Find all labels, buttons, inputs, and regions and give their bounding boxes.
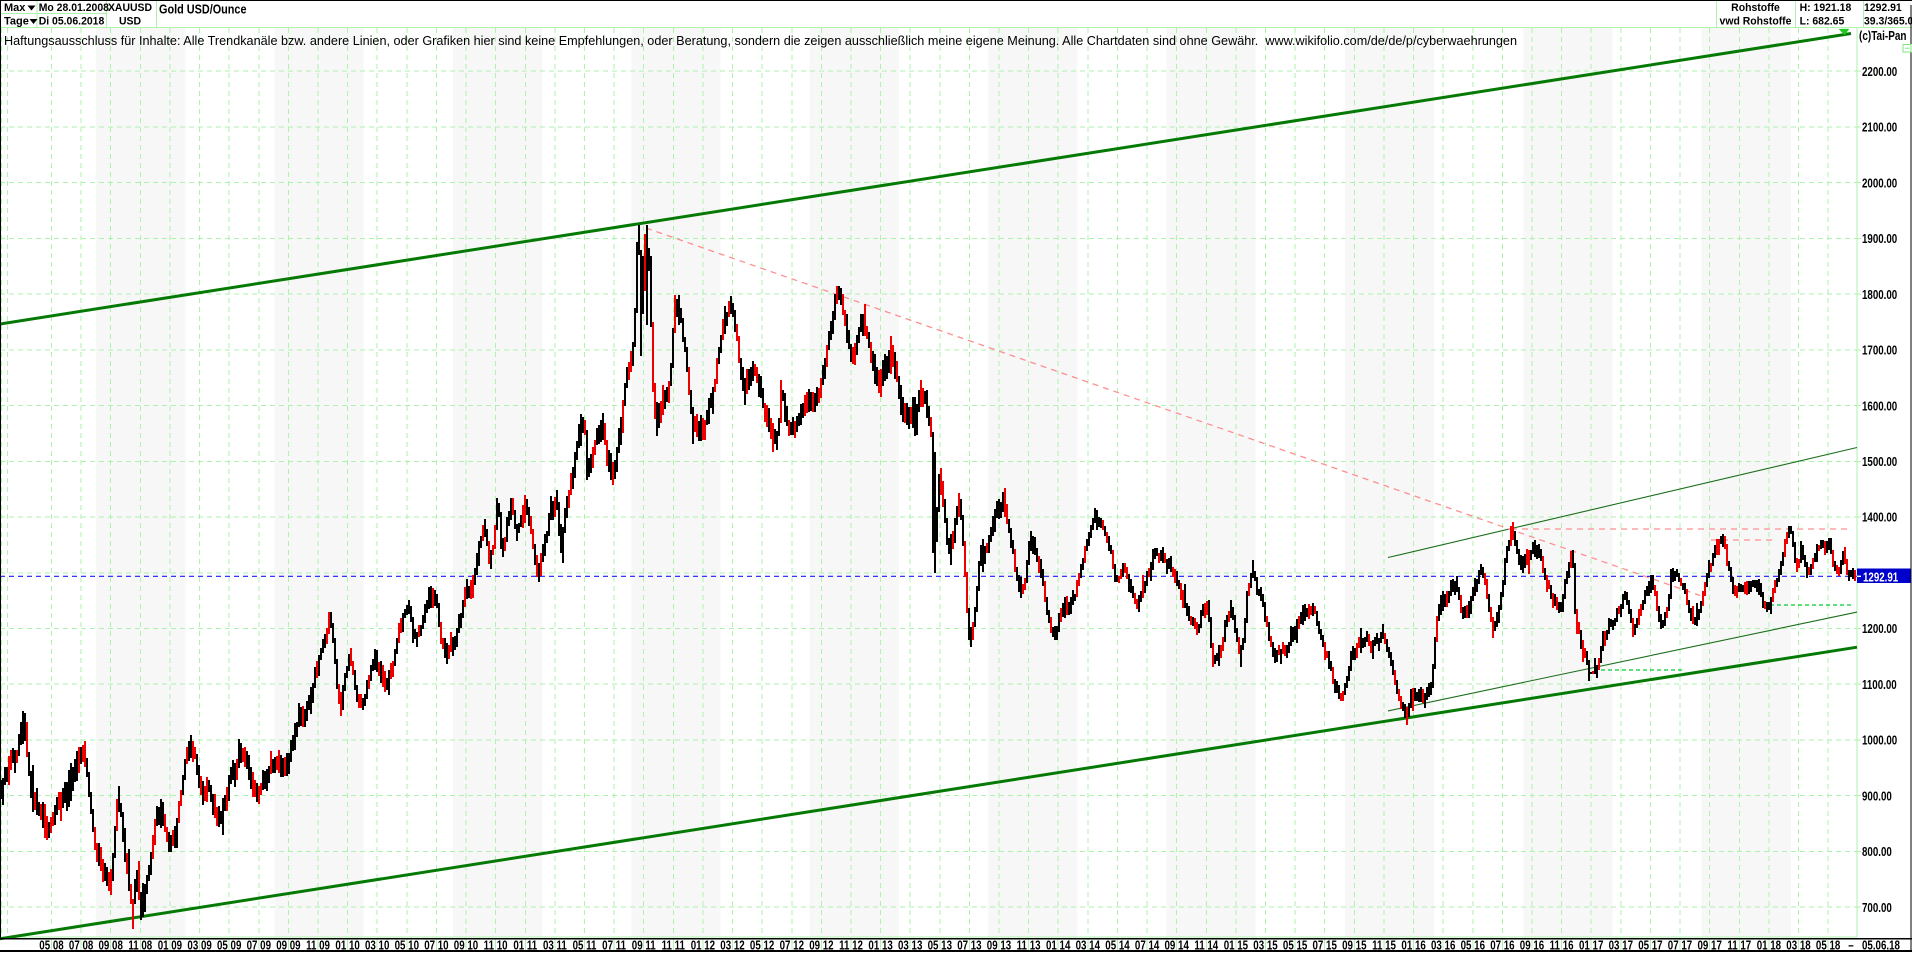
svg-text:01 09: 01 09 [158, 939, 182, 952]
svg-text:11 17: 11 17 [1727, 939, 1751, 952]
svg-text:05 12: 05 12 [750, 939, 774, 952]
svg-text:09 15: 09 15 [1342, 939, 1367, 952]
svg-text:1400.00: 1400.00 [1862, 512, 1897, 526]
svg-text:05 14: 05 14 [1105, 939, 1130, 952]
svg-text:05 13: 05 13 [928, 939, 952, 952]
svg-text:1292.91: 1292.91 [1863, 571, 1899, 585]
svg-text:07 08: 07 08 [69, 939, 94, 952]
svg-text:39.3/365.0: 39.3/365.0 [1864, 15, 1912, 27]
svg-text:Tage: Tage [4, 15, 29, 27]
svg-text:05.06.18: 05.06.18 [1862, 939, 1900, 952]
svg-text:H: 1921.18: H: 1921.18 [1800, 2, 1852, 14]
svg-text:07 12: 07 12 [780, 939, 804, 952]
svg-text:2100.00: 2100.00 [1862, 121, 1897, 135]
svg-text:09 17: 09 17 [1698, 939, 1722, 952]
svg-text:01 11: 01 11 [513, 939, 537, 952]
svg-text:05 09: 05 09 [217, 939, 241, 952]
svg-text:07 09: 07 09 [247, 939, 271, 952]
svg-text:11 12: 11 12 [839, 939, 863, 952]
svg-text:03 17: 03 17 [1609, 939, 1633, 952]
svg-text:Mo 28.01.2008: Mo 28.01.2008 [39, 2, 109, 14]
svg-text:01 16: 01 16 [1401, 939, 1425, 952]
svg-text:05 18: 05 18 [1816, 939, 1841, 952]
svg-text:09 14: 09 14 [1165, 939, 1190, 952]
svg-text:1500.00: 1500.00 [1862, 456, 1897, 470]
svg-text:05 17: 05 17 [1638, 939, 1662, 952]
svg-text:11 11: 11 11 [662, 939, 686, 952]
svg-text:Max: Max [4, 2, 26, 14]
svg-text:03 12: 03 12 [720, 939, 744, 952]
svg-text:01 12: 01 12 [691, 939, 715, 952]
svg-text:03 10: 03 10 [365, 939, 389, 952]
svg-text:07 13: 07 13 [957, 939, 981, 952]
svg-text:L: 682.65: L: 682.65 [1800, 15, 1845, 27]
svg-text:09 13: 09 13 [987, 939, 1011, 952]
svg-text:01 10: 01 10 [335, 939, 359, 952]
svg-text:03 14: 03 14 [1076, 939, 1101, 952]
svg-text:11 10: 11 10 [484, 939, 508, 952]
svg-text:vwd Rohstoffe: vwd Rohstoffe [1720, 15, 1792, 27]
svg-text:1900.00: 1900.00 [1862, 233, 1897, 247]
svg-text:09 09: 09 09 [276, 939, 300, 952]
svg-text:05 16: 05 16 [1461, 939, 1485, 952]
svg-text:07 14: 07 14 [1135, 939, 1160, 952]
svg-text:09 16: 09 16 [1520, 939, 1544, 952]
svg-text:03 09: 03 09 [187, 939, 211, 952]
svg-text:900.00: 900.00 [1862, 790, 1892, 804]
svg-text:–: – [1848, 939, 1854, 952]
svg-text:03 11: 03 11 [543, 939, 567, 952]
svg-text:07 10: 07 10 [424, 939, 448, 952]
svg-text:01 13: 01 13 [868, 939, 892, 952]
svg-text:05 15: 05 15 [1283, 939, 1308, 952]
svg-text:11 08: 11 08 [128, 939, 152, 952]
svg-text:Di 05.06.2018: Di 05.06.2018 [39, 15, 105, 27]
svg-text:Gold USD/Ounce: Gold USD/Ounce [159, 3, 247, 17]
svg-text:09 12: 09 12 [809, 939, 833, 952]
svg-text:05 08: 05 08 [39, 939, 64, 952]
svg-text:2000.00: 2000.00 [1862, 177, 1897, 191]
svg-text:1800.00: 1800.00 [1862, 289, 1897, 303]
svg-text:07 16: 07 16 [1490, 939, 1514, 952]
svg-text:11 15: 11 15 [1372, 939, 1396, 952]
svg-text:XAUUSD: XAUUSD [108, 2, 152, 14]
svg-text:11 13: 11 13 [1017, 939, 1041, 952]
svg-text:USD: USD [119, 15, 141, 27]
svg-text:(c)Tai-Pan: (c)Tai-Pan [1859, 30, 1907, 43]
svg-text:05 11: 05 11 [573, 939, 597, 952]
svg-text:2200.00: 2200.00 [1862, 66, 1897, 80]
svg-text:07 15: 07 15 [1313, 939, 1338, 952]
svg-text:03 16: 03 16 [1431, 939, 1455, 952]
svg-text:03 18: 03 18 [1786, 939, 1811, 952]
svg-text:1100.00: 1100.00 [1862, 679, 1897, 693]
svg-text:11 14: 11 14 [1194, 939, 1218, 952]
svg-text:07 11: 07 11 [602, 939, 626, 952]
svg-text:01 14: 01 14 [1046, 939, 1071, 952]
svg-text:1000.00: 1000.00 [1862, 735, 1897, 749]
svg-text:1200.00: 1200.00 [1862, 623, 1897, 637]
svg-text:01 18: 01 18 [1757, 939, 1782, 952]
svg-text:800.00: 800.00 [1862, 846, 1892, 860]
svg-text:11 09: 11 09 [306, 939, 330, 952]
svg-text:03 13: 03 13 [898, 939, 922, 952]
svg-text:1700.00: 1700.00 [1862, 344, 1897, 358]
svg-text:07 17: 07 17 [1668, 939, 1692, 952]
svg-text:Haftungsausschluss für Inhalte: Haftungsausschluss für Inhalte: Alle Tre… [4, 34, 1517, 48]
svg-text:01 15: 01 15 [1224, 939, 1249, 952]
svg-text:03 15: 03 15 [1253, 939, 1278, 952]
svg-text:1600.00: 1600.00 [1862, 400, 1897, 414]
svg-text:Rohstoffe: Rohstoffe [1731, 2, 1780, 14]
svg-text:09 08: 09 08 [99, 939, 124, 952]
svg-text:01 17: 01 17 [1579, 939, 1603, 952]
svg-text:05 10: 05 10 [395, 939, 419, 952]
svg-text:09 11: 09 11 [632, 939, 656, 952]
svg-text:1292.91: 1292.91 [1864, 2, 1902, 14]
svg-text:11 16: 11 16 [1550, 939, 1574, 952]
svg-text:700.00: 700.00 [1862, 902, 1892, 916]
svg-text:09 10: 09 10 [454, 939, 478, 952]
